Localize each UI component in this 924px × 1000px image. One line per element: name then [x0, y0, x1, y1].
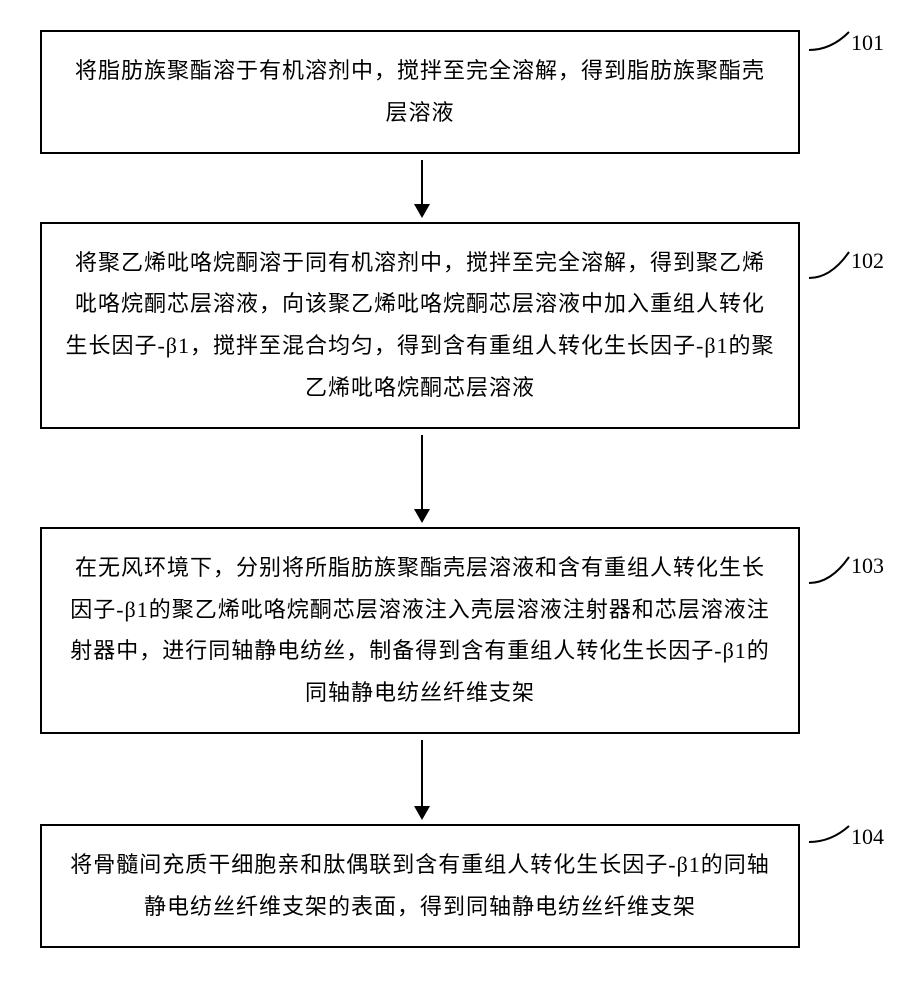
step-box-102: 将聚乙烯吡咯烷酮溶于同有机溶剂中，搅拌至完全溶解，得到聚乙烯吡咯烷酮芯层溶液，向… [40, 222, 800, 429]
step-row-101: 将脂肪族聚酯溶于有机溶剂中，搅拌至完全溶解，得到脂肪族聚酯壳层溶液 101 [40, 30, 884, 154]
step-number: 101 [851, 30, 884, 55]
step-box-104: 将骨髓间充质干细胞亲和肽偶联到含有重组人转化生长因子-β1的同轴静电纺丝纤维支架… [40, 824, 800, 948]
step-label-104: 104 [800, 824, 884, 850]
step-number: 102 [851, 248, 884, 273]
leader-line-icon [809, 30, 851, 52]
leader-line-icon [809, 248, 851, 282]
step-label-101: 101 [800, 30, 884, 56]
arrow-icon [421, 740, 423, 818]
arrow-icon [421, 160, 423, 216]
step-number: 103 [851, 553, 884, 578]
flowchart-container: 将脂肪族聚酯溶于有机溶剂中，搅拌至完全溶解，得到脂肪族聚酯壳层溶液 101 将聚… [40, 30, 884, 948]
step-text: 将聚乙烯吡咯烷酮溶于同有机溶剂中，搅拌至完全溶解，得到聚乙烯吡咯烷酮芯层溶液，向… [65, 250, 774, 400]
step-box-101: 将脂肪族聚酯溶于有机溶剂中，搅拌至完全溶解，得到脂肪族聚酯壳层溶液 [40, 30, 800, 154]
step-text: 将骨髓间充质干细胞亲和肽偶联到含有重组人转化生长因子-β1的同轴静电纺丝纤维支架… [70, 852, 770, 919]
step-text: 在无风环境下，分别将所脂肪族聚酯壳层溶液和含有重组人转化生长因子-β1的聚乙烯吡… [70, 555, 770, 705]
step-row-102: 将聚乙烯吡咯烷酮溶于同有机溶剂中，搅拌至完全溶解，得到聚乙烯吡咯烷酮芯层溶液，向… [40, 222, 884, 429]
step-label-102: 102 [800, 222, 884, 282]
step-number: 104 [851, 824, 884, 849]
step-text: 将脂肪族聚酯溶于有机溶剂中，搅拌至完全溶解，得到脂肪族聚酯壳层溶液 [75, 58, 765, 125]
leader-line-icon [809, 824, 851, 844]
step-label-103: 103 [800, 527, 884, 587]
step-box-103: 在无风环境下，分别将所脂肪族聚酯壳层溶液和含有重组人转化生长因子-β1的聚乙烯吡… [40, 527, 800, 734]
step-row-103: 在无风环境下，分别将所脂肪族聚酯壳层溶液和含有重组人转化生长因子-β1的聚乙烯吡… [40, 527, 884, 734]
arrow-icon [421, 435, 423, 521]
step-row-104: 将骨髓间充质干细胞亲和肽偶联到含有重组人转化生长因子-β1的同轴静电纺丝纤维支架… [40, 824, 884, 948]
leader-line-icon [809, 553, 851, 587]
